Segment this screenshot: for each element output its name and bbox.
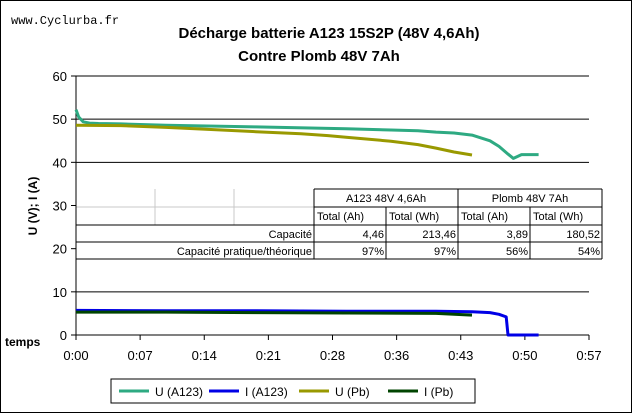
table-cell: 97% (434, 246, 456, 258)
table-group-header: A123 48V 4,6Ah (346, 193, 426, 205)
series-line-4 (76, 310, 473, 317)
x-tick-label: 0:57 (576, 348, 601, 363)
x-tick-label: 0:28 (320, 348, 345, 363)
y-tick-label: 40 (53, 155, 67, 170)
table-background (76, 189, 602, 259)
table-cell: 180,52 (566, 229, 600, 241)
x-tick-label: 0:07 (127, 348, 152, 363)
table-cell: 213,46 (422, 229, 456, 241)
y-tick-label: 20 (53, 242, 67, 257)
y-tick-labels: 0 10 20 30 40 50 60 (53, 69, 76, 343)
table-subheader: Total (Ah) (461, 211, 508, 223)
x-tick-label: 0:50 (512, 348, 537, 363)
y-tick-label: 0 (60, 328, 67, 343)
series-line-3 (75, 123, 473, 157)
y-tick-label: 10 (53, 285, 67, 300)
x-tick-label: 0:14 (192, 348, 217, 363)
x-tick-label: 0:00 (63, 348, 88, 363)
x-axis-label: temps (5, 335, 41, 349)
table-cell: 97% (362, 246, 384, 258)
legend-label: I (A123) (245, 385, 288, 399)
x-tick-label: 0:36 (384, 348, 409, 363)
legend-label: I (Pb) (424, 385, 453, 399)
table-subheader: Total (Wh) (533, 211, 583, 223)
table-group-header: Plomb 48V 7Ah (492, 193, 568, 205)
legend: U (A123) I (A123) U (Pb) I (Pb) (110, 378, 476, 404)
table-cell: 4,46 (363, 229, 384, 241)
series-lines (74, 109, 539, 337)
table-cell: 56% (506, 246, 528, 258)
table-row-label: Capacité pratique/théorique (177, 246, 312, 258)
table-subheader: Total (Ah) (317, 211, 364, 223)
legend-label: U (Pb) (335, 385, 370, 399)
data-table: A123 48V 4,6Ah Plomb 48V 7Ah Total (Ah) Tot… (75, 188, 603, 260)
chart-title-line-1: Décharge batterie A123 15S2P (48V 4,6Ah) (179, 25, 480, 42)
series-line-1 (74, 109, 539, 160)
table-cell: 54% (578, 246, 600, 258)
x-tick-label: 0:43 (448, 348, 473, 363)
y-tick-label: 30 (53, 199, 67, 214)
y-axis-label: U (V); I (A) (26, 177, 40, 236)
x-tick-label: 0:21 (256, 348, 281, 363)
series-line-2 (75, 308, 539, 337)
y-tick-label: 60 (53, 69, 67, 84)
table-row-label: Capacité (269, 229, 312, 241)
y-tick-label: 50 (53, 112, 67, 127)
legend-label: U (A123) (155, 385, 203, 399)
table-cell: 3,89 (507, 229, 528, 241)
watermark: www.Cyclurba.fr (11, 14, 119, 28)
x-tick-labels: 0:00 0:07 0:14 0:21 0:28 0:36 0:43 0:50 0:57 (63, 335, 602, 363)
table-subheader: Total (Wh) (389, 211, 439, 223)
chart-title-line-2: Contre Plomb 48V 7Ah (238, 48, 400, 65)
